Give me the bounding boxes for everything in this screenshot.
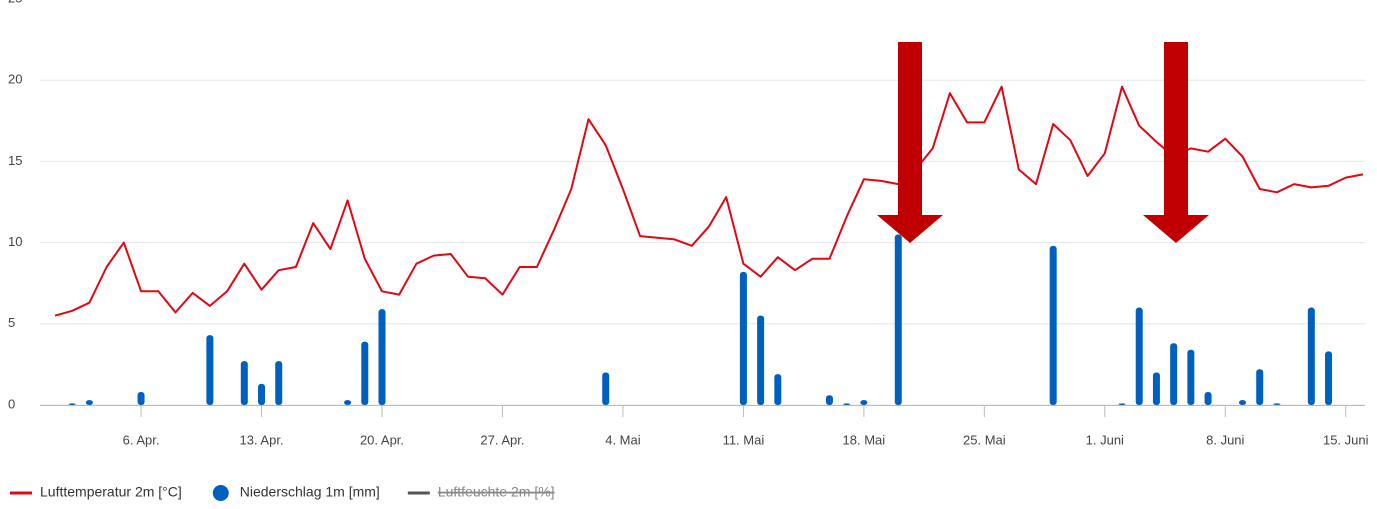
y-tick-label: 5 [8, 315, 15, 330]
bar [1273, 403, 1281, 405]
bar [68, 403, 76, 405]
bar [1152, 372, 1160, 405]
bar [739, 271, 747, 405]
bar [843, 403, 851, 405]
bar [275, 361, 283, 405]
bar [1204, 392, 1212, 405]
y-tick-label: 25 [8, 0, 22, 5]
bar [137, 392, 145, 405]
x-tick-label: 8. Juni [1206, 432, 1244, 447]
bar [825, 395, 833, 405]
bar [378, 309, 386, 405]
bar [757, 315, 765, 405]
y-tick-label: 0 [8, 396, 15, 411]
legend-label: Lufttemperatur 2m [°C] [40, 484, 182, 500]
legend: Lufttemperatur 2m [°C] Niederschlag 1m [m… [10, 484, 555, 501]
bar [1238, 400, 1246, 405]
x-tick-label: 20. Apr. [360, 432, 404, 447]
legend-label: Luftfeuchte 2m [%] [438, 484, 555, 500]
x-tick-label: 6. Apr. [123, 432, 160, 447]
bar [774, 374, 782, 405]
bar [361, 341, 369, 405]
bar [240, 361, 248, 405]
x-tick-label: 1. Juni [1086, 432, 1124, 447]
legend-dot [212, 485, 229, 501]
bar [1118, 403, 1126, 405]
x-tick-label: 25. Mai [963, 432, 1006, 447]
legend-label: Niederschlag 1m [mm] [240, 484, 380, 500]
temperature-line [54, 85, 1364, 317]
bar [1256, 369, 1264, 405]
x-tick-label: 4. Mai [605, 432, 641, 447]
x-tick-label: 13. Apr. [239, 432, 283, 447]
annotation-arrow [1143, 42, 1209, 243]
bar [602, 372, 610, 405]
y-tick-label: 10 [8, 234, 22, 249]
x-tick-label: 15. Juni [1323, 432, 1369, 447]
bar [1187, 349, 1195, 405]
bar [1049, 245, 1057, 405]
y-tick-label: 15 [8, 153, 22, 168]
bar [1170, 343, 1178, 405]
bar [1307, 307, 1315, 405]
bar [1325, 351, 1333, 405]
bar [894, 234, 902, 405]
bar [85, 400, 93, 405]
x-tick-label: 18. Mai [843, 432, 886, 447]
annotation-arrow [877, 42, 943, 243]
y-tick-label: 20 [8, 72, 22, 87]
x-tick-label: 11. Mai [723, 432, 765, 447]
bar [860, 400, 868, 405]
bar [258, 383, 266, 405]
bar [1135, 307, 1143, 405]
x-tick-label: 27. Apr. [480, 432, 524, 447]
bar [344, 400, 352, 405]
bar [206, 335, 214, 405]
